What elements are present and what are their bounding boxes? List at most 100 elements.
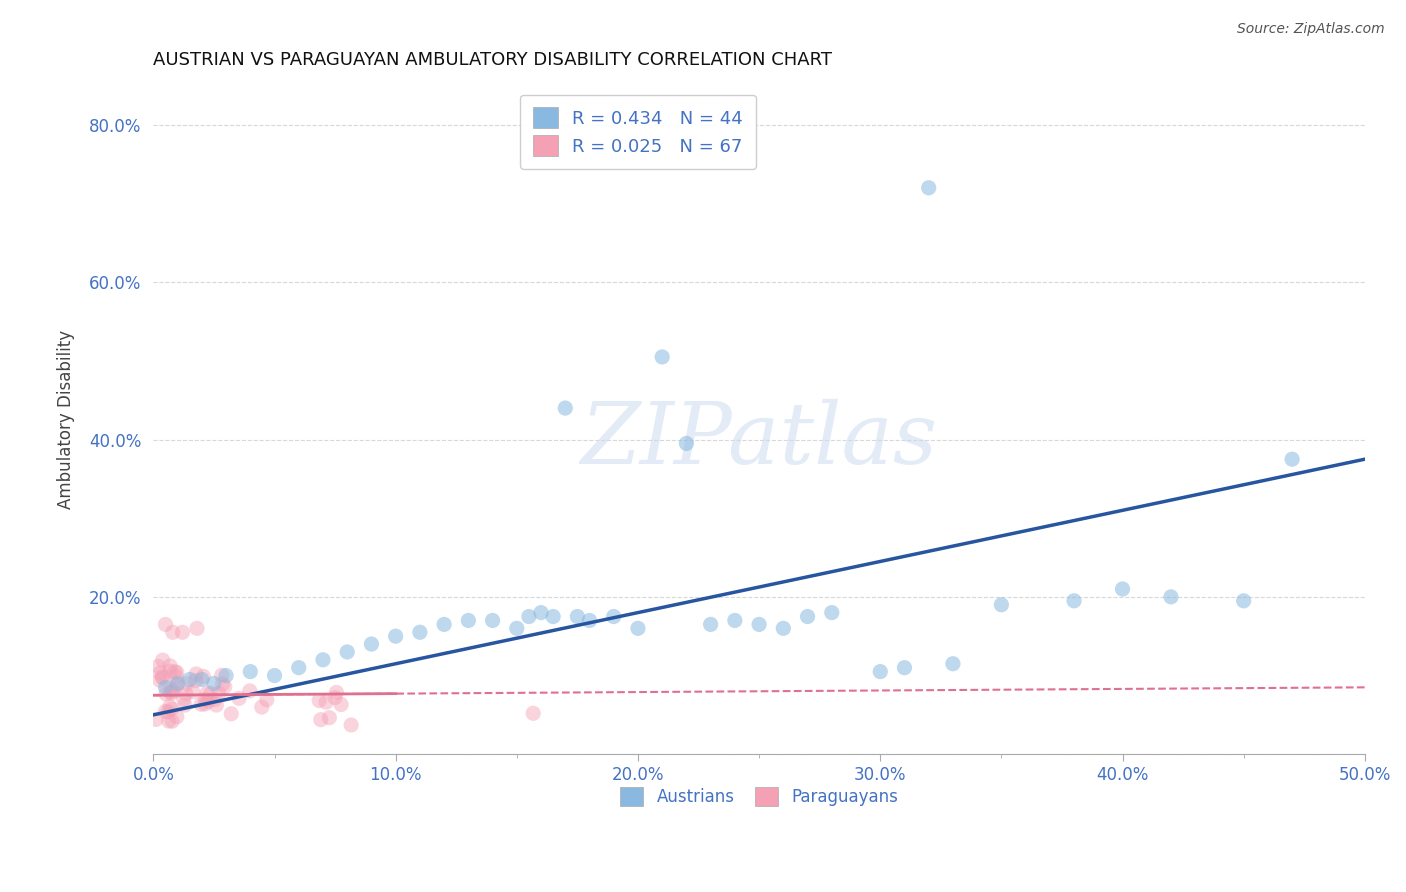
Point bbox=[214, 680, 236, 694]
Point bbox=[162, 625, 184, 640]
Point bbox=[603, 609, 626, 624]
Point bbox=[145, 713, 167, 727]
Point bbox=[1281, 452, 1303, 467]
Point bbox=[312, 653, 335, 667]
Point bbox=[150, 670, 173, 684]
Point bbox=[163, 665, 186, 679]
Point bbox=[506, 621, 529, 635]
Point bbox=[796, 609, 818, 624]
Text: ZIPatlas: ZIPatlas bbox=[581, 399, 938, 482]
Point bbox=[315, 695, 337, 709]
Point bbox=[893, 661, 915, 675]
Point bbox=[160, 714, 183, 729]
Point bbox=[699, 617, 721, 632]
Point bbox=[157, 714, 180, 728]
Point bbox=[159, 685, 181, 699]
Point bbox=[323, 690, 346, 705]
Point bbox=[205, 698, 228, 712]
Point bbox=[336, 645, 359, 659]
Point bbox=[197, 694, 219, 708]
Point bbox=[181, 685, 204, 699]
Point bbox=[166, 676, 188, 690]
Point bbox=[433, 617, 456, 632]
Point bbox=[1111, 582, 1133, 596]
Point bbox=[554, 401, 576, 415]
Point bbox=[360, 637, 382, 651]
Point bbox=[191, 673, 214, 687]
Point bbox=[149, 665, 172, 680]
Point bbox=[457, 614, 479, 628]
Point bbox=[530, 606, 553, 620]
Point bbox=[1160, 590, 1182, 604]
Point bbox=[184, 673, 207, 688]
Point bbox=[675, 436, 697, 450]
Point bbox=[772, 621, 794, 635]
Point bbox=[190, 698, 212, 712]
Point bbox=[219, 706, 242, 721]
Point bbox=[159, 665, 181, 679]
Point bbox=[186, 621, 208, 635]
Point bbox=[517, 609, 540, 624]
Point bbox=[155, 687, 177, 701]
Point bbox=[567, 609, 589, 624]
Text: AUSTRIAN VS PARAGUAYAN AMBULATORY DISABILITY CORRELATION CHART: AUSTRIAN VS PARAGUAYAN AMBULATORY DISABI… bbox=[153, 51, 832, 69]
Point bbox=[211, 677, 233, 691]
Point bbox=[250, 700, 273, 714]
Point bbox=[179, 673, 201, 687]
Point bbox=[193, 669, 215, 683]
Point bbox=[287, 661, 309, 675]
Point bbox=[918, 181, 941, 195]
Point bbox=[340, 718, 363, 732]
Point bbox=[409, 625, 432, 640]
Point bbox=[159, 699, 181, 714]
Point bbox=[821, 606, 844, 620]
Point bbox=[325, 685, 347, 699]
Point bbox=[166, 709, 188, 723]
Point bbox=[160, 702, 183, 716]
Point bbox=[172, 625, 194, 640]
Point bbox=[263, 668, 285, 682]
Point bbox=[309, 713, 332, 727]
Point bbox=[1233, 594, 1256, 608]
Point bbox=[256, 693, 278, 707]
Point bbox=[208, 686, 231, 700]
Point bbox=[215, 668, 238, 682]
Point bbox=[541, 609, 564, 624]
Point bbox=[155, 681, 177, 695]
Point bbox=[149, 673, 172, 687]
Point bbox=[195, 686, 218, 700]
Legend: Austrians, Paraguayans: Austrians, Paraguayans bbox=[613, 780, 905, 813]
Point bbox=[724, 614, 747, 628]
Point bbox=[146, 659, 169, 673]
Point bbox=[651, 350, 673, 364]
Point bbox=[152, 653, 174, 667]
Text: Source: ZipAtlas.com: Source: ZipAtlas.com bbox=[1237, 22, 1385, 37]
Point bbox=[157, 705, 180, 719]
Point bbox=[481, 614, 503, 628]
Point bbox=[194, 692, 217, 706]
Point bbox=[200, 686, 222, 700]
Point bbox=[522, 706, 544, 721]
Point bbox=[160, 686, 183, 700]
Point bbox=[160, 682, 183, 697]
Point bbox=[176, 676, 198, 690]
Y-axis label: Ambulatory Disability: Ambulatory Disability bbox=[58, 330, 75, 509]
Point bbox=[159, 658, 181, 673]
Point bbox=[578, 614, 600, 628]
Point bbox=[194, 697, 217, 711]
Point bbox=[202, 676, 225, 690]
Point bbox=[330, 698, 353, 712]
Point bbox=[186, 667, 208, 681]
Point bbox=[211, 668, 233, 682]
Point bbox=[174, 686, 197, 700]
Point bbox=[990, 598, 1012, 612]
Point bbox=[318, 711, 340, 725]
Point bbox=[384, 629, 406, 643]
Point bbox=[239, 684, 262, 698]
Point bbox=[228, 691, 250, 706]
Point bbox=[869, 665, 891, 679]
Point bbox=[1063, 594, 1085, 608]
Point bbox=[155, 705, 177, 719]
Point bbox=[166, 665, 188, 680]
Point bbox=[155, 617, 177, 632]
